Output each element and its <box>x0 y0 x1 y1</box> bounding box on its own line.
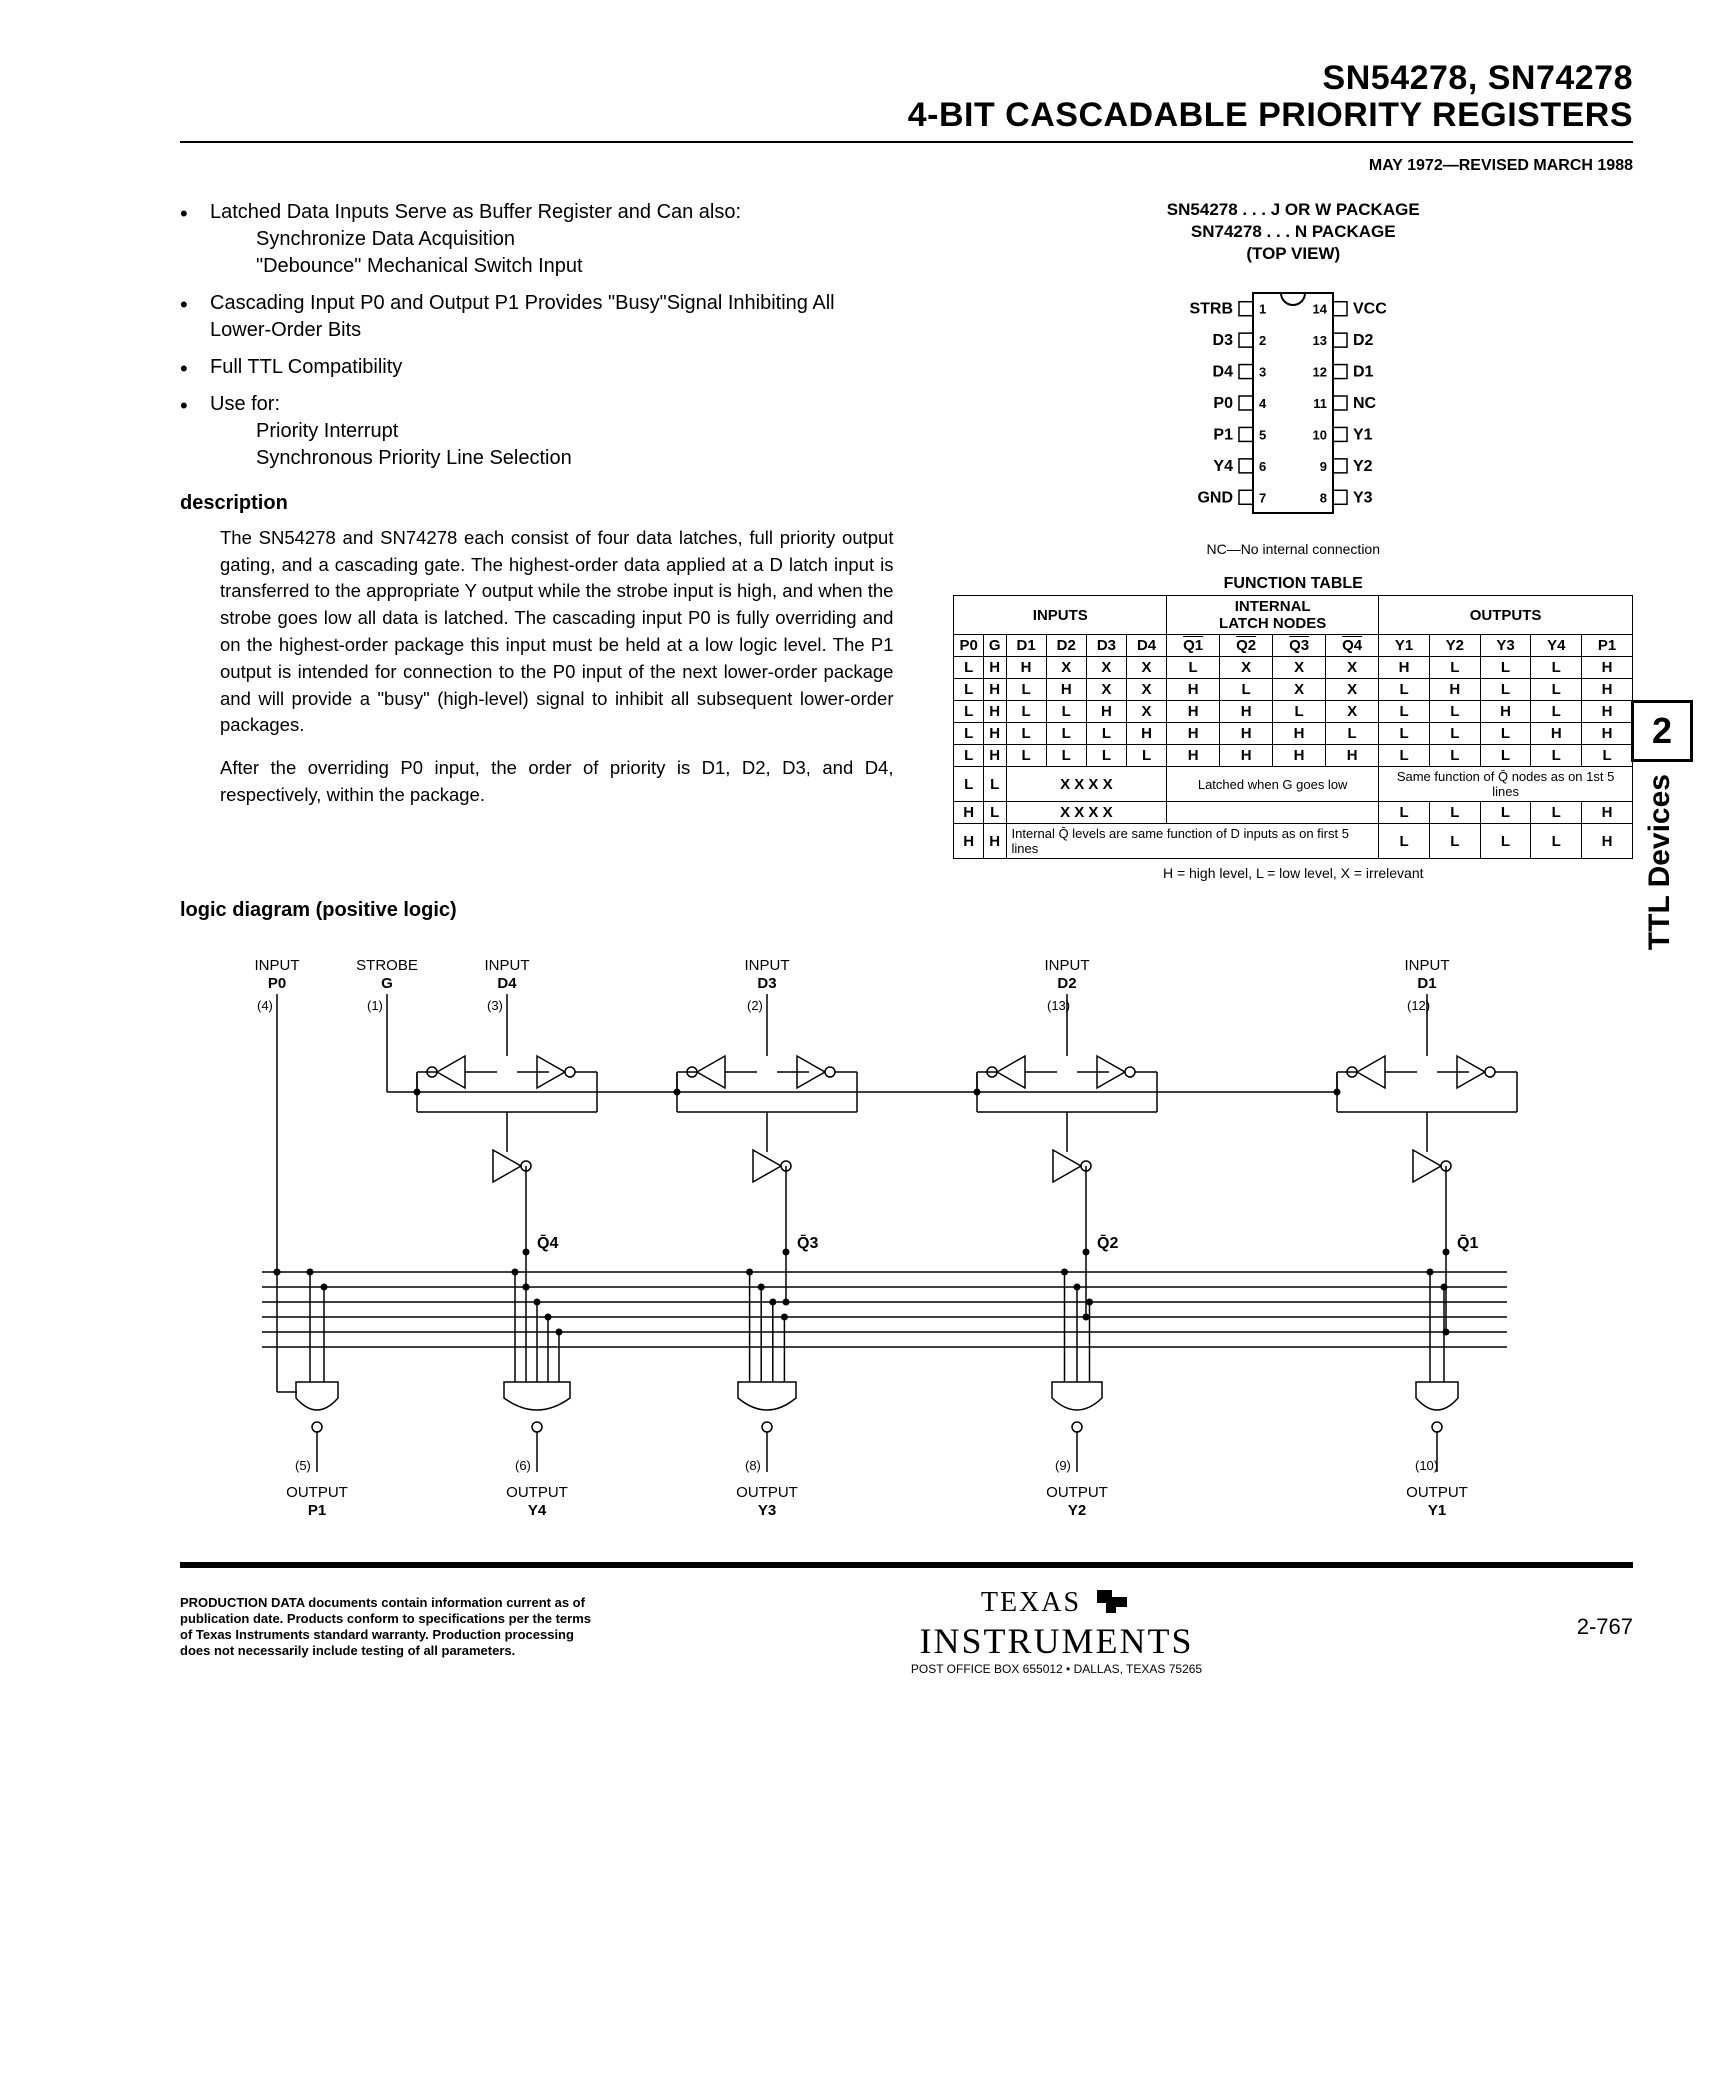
svg-text:(1): (1) <box>367 998 383 1013</box>
nc-note: NC—No internal connection <box>953 541 1633 557</box>
svg-text:VCC: VCC <box>1353 301 1387 318</box>
function-table-legend: H = high level, L = low level, X = irrel… <box>953 865 1633 881</box>
svg-text:OUTPUT: OUTPUT <box>1406 1484 1468 1501</box>
features-list: Latched Data Inputs Serve as Buffer Regi… <box>180 199 893 472</box>
ti-logo: TEXAS INSTRUMENTS POST OFFICE BOX 655012… <box>640 1578 1473 1676</box>
pinout-title-2: SN74278 . . . N PACKAGE <box>1191 222 1396 241</box>
doc-title: SN54278, SN74278 4-BIT CASCADABLE PRIORI… <box>180 60 1633 135</box>
svg-text:D1: D1 <box>1353 364 1374 381</box>
svg-text:5: 5 <box>1259 427 1266 442</box>
revision-date: MAY 1972—REVISED MARCH 1988 <box>180 157 1633 175</box>
pinout-title: SN54278 . . . J OR W PACKAGE SN74278 . .… <box>953 199 1633 265</box>
feature-item: Use for:Priority InterruptSynchronous Pr… <box>210 391 893 472</box>
footer-rule <box>180 1562 1633 1568</box>
svg-text:P1: P1 <box>307 1502 325 1519</box>
svg-text:(3): (3) <box>487 998 503 1013</box>
svg-text:NC: NC <box>1353 395 1377 412</box>
svg-text:D3: D3 <box>757 975 776 992</box>
svg-text:D4: D4 <box>1213 364 1234 381</box>
svg-text:D2: D2 <box>1353 332 1374 349</box>
description-heading: description <box>180 492 893 515</box>
pinout-diagram: 1 14 STRB VCC 2 13 D3 D2 3 12 D4 D1 4 11 P0 NC 5 10 P1 Y1 6 9… <box>953 273 1633 533</box>
svg-text:12: 12 <box>1313 365 1327 380</box>
description-para-2: After the overriding P0 input, the order… <box>220 755 893 809</box>
svg-text:8: 8 <box>1320 490 1327 505</box>
svg-text:G: G <box>381 975 393 992</box>
svg-text:INPUT: INPUT <box>484 957 529 974</box>
title-line1: SN54278, SN74278 <box>1323 59 1633 97</box>
svg-text:Y4: Y4 <box>1214 458 1234 475</box>
svg-text:Y4: Y4 <box>527 1502 546 1519</box>
svg-text:INPUT: INPUT <box>744 957 789 974</box>
svg-text:OUTPUT: OUTPUT <box>736 1484 798 1501</box>
svg-text:P1: P1 <box>1214 426 1234 443</box>
chapter-number: 2 <box>1631 700 1693 762</box>
svg-text:Y1: Y1 <box>1427 1502 1445 1519</box>
svg-text:GND: GND <box>1198 489 1234 506</box>
svg-text:10: 10 <box>1313 427 1327 442</box>
svg-text:Y2: Y2 <box>1067 1502 1085 1519</box>
svg-text:INPUT: INPUT <box>1404 957 1449 974</box>
svg-text:Q̄1: Q̄1 <box>1457 1233 1478 1252</box>
page-number: 2-767 <box>1513 1614 1633 1640</box>
svg-text:D1: D1 <box>1417 975 1436 992</box>
svg-text:Q̄4: Q̄4 <box>537 1233 558 1252</box>
svg-text:Q̄2: Q̄2 <box>1097 1233 1118 1252</box>
svg-text:Y2: Y2 <box>1353 458 1373 475</box>
svg-text:7: 7 <box>1259 490 1266 505</box>
svg-text:14: 14 <box>1313 302 1328 317</box>
svg-text:D3: D3 <box>1213 332 1234 349</box>
logic-diagram-heading: logic diagram (positive logic) <box>180 899 1633 922</box>
svg-text:Q̄3: Q̄3 <box>797 1233 818 1252</box>
svg-text:6: 6 <box>1259 459 1266 474</box>
svg-text:(4): (4) <box>257 998 273 1013</box>
svg-text:9: 9 <box>1320 459 1327 474</box>
svg-text:D2: D2 <box>1057 975 1076 992</box>
svg-text:3: 3 <box>1259 365 1266 380</box>
header-rule <box>180 141 1633 143</box>
feature-item: Full TTL Compatibility <box>210 354 893 381</box>
svg-text:INPUT: INPUT <box>254 957 299 974</box>
function-table-title: FUNCTION TABLE <box>953 575 1633 593</box>
logic-diagram: INPUTP0(4)STROBEG(1)INPUTD4(3)INPUTD3(2)… <box>180 952 1633 1532</box>
logo-instruments: INSTRUMENTS <box>919 1621 1193 1661</box>
svg-text:(6): (6) <box>515 1458 531 1473</box>
svg-text:4: 4 <box>1259 396 1267 411</box>
svg-text:13: 13 <box>1313 333 1327 348</box>
feature-item: Cascading Input P0 and Output P1 Provide… <box>210 290 893 344</box>
svg-text:1: 1 <box>1259 302 1266 317</box>
svg-text:OUTPUT: OUTPUT <box>506 1484 568 1501</box>
ti-shape-icon <box>1092 1585 1132 1615</box>
svg-text:D4: D4 <box>497 975 517 992</box>
svg-text:OUTPUT: OUTPUT <box>286 1484 348 1501</box>
svg-text:STRB: STRB <box>1190 301 1234 318</box>
disclaimer: PRODUCTION DATA documents contain inform… <box>180 1595 600 1660</box>
feature-item: Latched Data Inputs Serve as Buffer Regi… <box>210 199 893 280</box>
description-para-1: The SN54278 and SN74278 each consist of … <box>220 525 893 740</box>
svg-text:OUTPUT: OUTPUT <box>1046 1484 1108 1501</box>
svg-text:(10): (10) <box>1415 1458 1438 1473</box>
svg-text:Y1: Y1 <box>1353 426 1373 443</box>
svg-text:Y3: Y3 <box>757 1502 775 1519</box>
svg-text:P0: P0 <box>267 975 285 992</box>
pinout-title-3: (TOP VIEW) <box>1246 244 1340 263</box>
title-line2: 4-BIT CASCADABLE PRIORITY REGISTERS <box>908 96 1633 134</box>
ti-address: POST OFFICE BOX 655012 • DALLAS, TEXAS 7… <box>640 1662 1473 1676</box>
svg-text:(5): (5) <box>295 1458 311 1473</box>
function-table: INPUTSINTERNALLATCH NODESOUTPUTSP0GD1D2D… <box>953 595 1633 859</box>
svg-text:(2): (2) <box>747 998 763 1013</box>
side-tab: 2 TTL Devices <box>1631 700 1693 950</box>
svg-text:STROBE: STROBE <box>356 957 418 974</box>
svg-text:P0: P0 <box>1214 395 1234 412</box>
pinout-title-1: SN54278 . . . J OR W PACKAGE <box>1167 200 1420 219</box>
chapter-label: TTL Devices <box>1643 774 1677 950</box>
svg-text:(9): (9) <box>1055 1458 1071 1473</box>
logo-texas: TEXAS <box>981 1587 1081 1618</box>
svg-text:2: 2 <box>1259 333 1266 348</box>
svg-text:INPUT: INPUT <box>1044 957 1089 974</box>
svg-text:11: 11 <box>1313 396 1327 411</box>
svg-text:Y3: Y3 <box>1353 489 1373 506</box>
svg-text:(8): (8) <box>745 1458 761 1473</box>
